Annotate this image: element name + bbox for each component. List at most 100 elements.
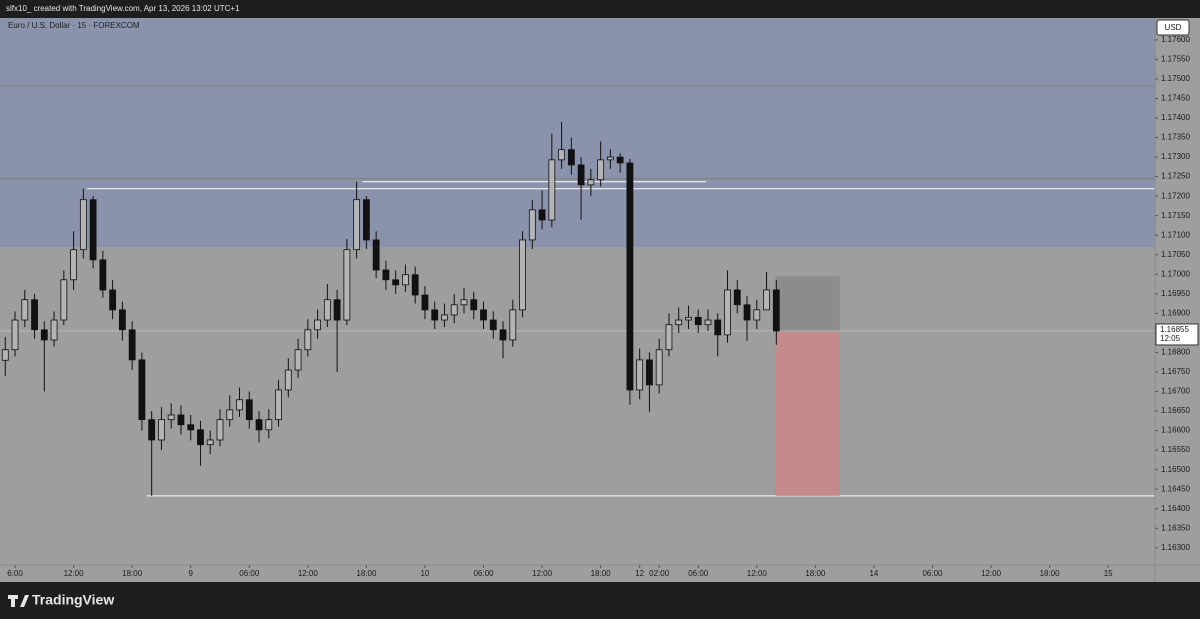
- candle-body: [206, 439, 214, 446]
- candle-body: [480, 309, 487, 321]
- y-tick-label: 1.16950: [1161, 289, 1190, 298]
- y-tick-label: 1.17000: [1161, 269, 1190, 278]
- candle-body: [187, 424, 195, 431]
- candle-body: [118, 309, 126, 331]
- y-tick-label: 1.16350: [1161, 523, 1190, 532]
- currency-box[interactable]: [1156, 19, 1190, 36]
- candle-body: [567, 149, 575, 166]
- candle-body: [362, 199, 370, 241]
- candle-body: [255, 419, 263, 431]
- candle-body: [763, 289, 770, 311]
- x-tick-label: 12:00: [981, 569, 1002, 578]
- x-tick-label: 12:00: [64, 569, 85, 578]
- x-tick-label: 06:00: [239, 569, 260, 578]
- candle-body: [528, 209, 536, 241]
- candle-body: [158, 419, 165, 441]
- candle-body: [226, 409, 234, 421]
- y-tick-label: 1.17300: [1161, 152, 1190, 161]
- candle-body: [714, 319, 722, 336]
- x-tick-label: 18:00: [805, 569, 826, 578]
- x-tick-label: 18:00: [356, 569, 377, 578]
- candle-body: [655, 349, 663, 386]
- x-tick-label: 6:00: [7, 569, 23, 578]
- y-tick-label: 1.16600: [1161, 426, 1190, 435]
- y-tick-label: 1.17550: [1161, 55, 1190, 64]
- x-tick-label: 18:00: [591, 569, 612, 578]
- candle-body: [441, 314, 448, 321]
- logo-icon: [8, 595, 29, 607]
- candle-body: [558, 149, 565, 161]
- candle-body: [70, 249, 77, 281]
- candle-body: [245, 399, 253, 421]
- x-tick-label: 02:00: [649, 569, 670, 578]
- candle-body: [382, 269, 390, 281]
- x-tick-label: 06:00: [922, 569, 943, 578]
- candle-body: [704, 319, 712, 326]
- candle-body: [421, 294, 429, 311]
- stop-box: [775, 330, 840, 496]
- x-tick-label: 12:00: [532, 569, 553, 578]
- candle-body: [489, 319, 497, 331]
- candle-body: [538, 209, 546, 221]
- y-tick-label: 1.16900: [1161, 308, 1190, 317]
- y-tick-label: 1.17050: [1161, 250, 1190, 259]
- candle-body: [99, 259, 107, 291]
- candle-body: [685, 316, 692, 321]
- candle-body: [333, 299, 341, 321]
- candle-body: [606, 156, 614, 161]
- candle-body: [304, 329, 312, 351]
- candle-body: [743, 304, 751, 321]
- candle-body: [323, 299, 331, 321]
- candle-body: [40, 329, 48, 341]
- candle-body: [616, 156, 624, 164]
- candle-body: [470, 299, 478, 311]
- candle-body: [31, 299, 38, 331]
- y-tick-label: 1.16450: [1161, 484, 1190, 493]
- x-tick-label: 18:00: [1040, 569, 1061, 578]
- candle-body: [392, 279, 400, 286]
- candle-body: [128, 329, 136, 361]
- plot: [0, 18, 1155, 497]
- candle-body: [89, 199, 97, 261]
- candle-body: [733, 289, 741, 306]
- y-tick-label: 1.17100: [1161, 230, 1190, 239]
- supply-zone: [0, 18, 1155, 247]
- y-tick-label: 1.16400: [1161, 504, 1190, 513]
- candle-body: [314, 319, 321, 331]
- candle-body: [216, 419, 224, 441]
- x-tick-label: 06:00: [688, 569, 709, 578]
- candle-body: [79, 199, 87, 251]
- y-tick-label: 1.16800: [1161, 348, 1190, 357]
- y-tick-label: 1.16650: [1161, 406, 1190, 415]
- y-tick-label: 1.17200: [1161, 191, 1190, 200]
- candle-body: [431, 309, 439, 321]
- candle-body: [675, 319, 683, 326]
- candle-body: [597, 159, 605, 181]
- candle-body: [138, 359, 146, 421]
- candle-body: [460, 299, 468, 306]
- candle-body: [694, 316, 702, 326]
- candle-body: [577, 164, 585, 186]
- x-tick-label: 12: [635, 569, 644, 578]
- candle-body: [294, 349, 302, 371]
- y-tick-label: 1.17350: [1161, 133, 1190, 142]
- candle-body: [148, 419, 156, 441]
- candle-body: [11, 319, 19, 351]
- x-tick-label: 06:00: [473, 569, 494, 578]
- candle-body: [236, 399, 243, 411]
- logo-text: TradingView: [32, 592, 114, 608]
- candle-body: [626, 162, 634, 391]
- y-tick-label: 1.17600: [1161, 35, 1190, 44]
- chart-title: Euro / U.S. Dollar · 15 · FOREXCOM: [8, 21, 140, 30]
- y-tick-label: 1.17450: [1161, 94, 1190, 103]
- y-tick-label: 1.17400: [1161, 113, 1190, 122]
- candle-body: [665, 324, 673, 351]
- y-tick-label: 1.16550: [1161, 445, 1190, 454]
- candle-body: [21, 299, 29, 321]
- candle-body: [343, 249, 351, 321]
- candle-body: [177, 414, 185, 426]
- y-tick-label: 1.17250: [1161, 172, 1190, 181]
- candle-body: [1, 349, 9, 361]
- candle-body: [60, 279, 68, 321]
